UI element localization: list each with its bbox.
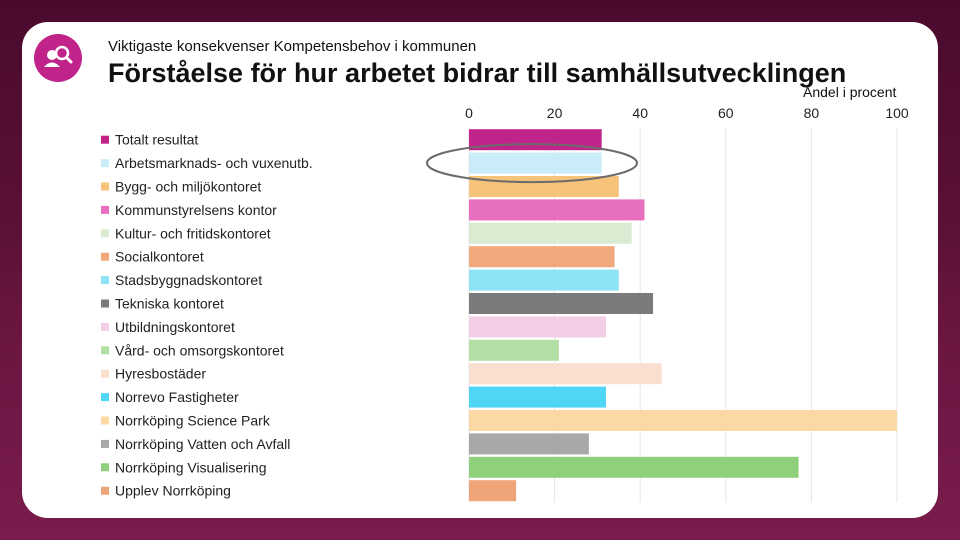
x-tick-label: 80 (804, 105, 820, 121)
legend-swatch (101, 276, 109, 285)
legend-label: Norrköping Science Park (115, 413, 271, 429)
person-search-icon (44, 45, 73, 67)
legend-swatch (101, 416, 109, 425)
highlight-ellipse (426, 143, 638, 184)
x-tick-label: 20 (547, 105, 563, 121)
bar (469, 363, 662, 385)
legend-swatch (101, 205, 109, 214)
legend-swatch (101, 229, 109, 238)
legend-label: Utbildningskontoret (115, 319, 235, 335)
legend-swatch (101, 346, 109, 355)
slide-subtitle: Viktigaste konsekvenser Kompetensbehov i… (108, 38, 477, 55)
legend-label: Norrevo Fastigheter (115, 389, 239, 405)
legend-label: Hyresbostäder (115, 366, 206, 382)
bar (469, 222, 632, 244)
legend-swatch (101, 463, 109, 472)
legend-swatch (101, 322, 109, 331)
bar (469, 316, 606, 338)
slide-title: Förståelse för hur arbetet bidrar till s… (108, 58, 847, 88)
legend-label: Norrköping Visualisering (115, 459, 266, 475)
legend-swatch (101, 159, 109, 168)
bar (469, 293, 654, 314)
legend-label: Upplev Norrköping (115, 483, 231, 499)
legend-swatch (101, 135, 109, 144)
bar (469, 199, 645, 221)
legend-label: Kultur- och fritidskontoret (115, 225, 271, 241)
x-tick-label: 40 (632, 105, 648, 121)
legend-label: Arbetsmarknads- och vuxenutb. (115, 155, 313, 171)
x-tick-label: 100 (885, 105, 909, 121)
bar (469, 410, 897, 431)
legend-label: Bygg- och miljökontoret (115, 179, 261, 195)
x-tick-label: 0 (465, 105, 473, 121)
bar (469, 480, 517, 502)
bar (469, 456, 799, 478)
legend-label: Socialkontoret (115, 249, 204, 265)
legend-label: Tekniska kontoret (115, 296, 224, 312)
legend-label: Kommunstyrelsens kontor (115, 202, 277, 218)
legend-label: Totalt resultat (115, 132, 198, 148)
legend-swatch (101, 486, 109, 495)
logo-badge (34, 34, 82, 82)
bar (469, 152, 602, 174)
legend-swatch (101, 393, 109, 402)
legend-swatch (101, 439, 109, 448)
legend-swatch (101, 182, 109, 191)
legend-swatch (101, 299, 109, 308)
bar (469, 433, 589, 455)
bar (469, 386, 606, 408)
legend-label: Vård- och omsorgskontoret (115, 342, 284, 358)
legend-swatch (101, 369, 109, 378)
bar (469, 339, 559, 361)
bar (469, 269, 619, 291)
legend-label: Norrköping Vatten och Avfall (115, 436, 290, 452)
legend-swatch (101, 252, 109, 261)
x-tick-label: 60 (718, 105, 734, 121)
bar (469, 176, 619, 197)
legend-label: Stadsbyggnadskontoret (115, 272, 262, 288)
bar (469, 246, 615, 268)
axis-unit-label: Andel i procent (803, 84, 897, 100)
